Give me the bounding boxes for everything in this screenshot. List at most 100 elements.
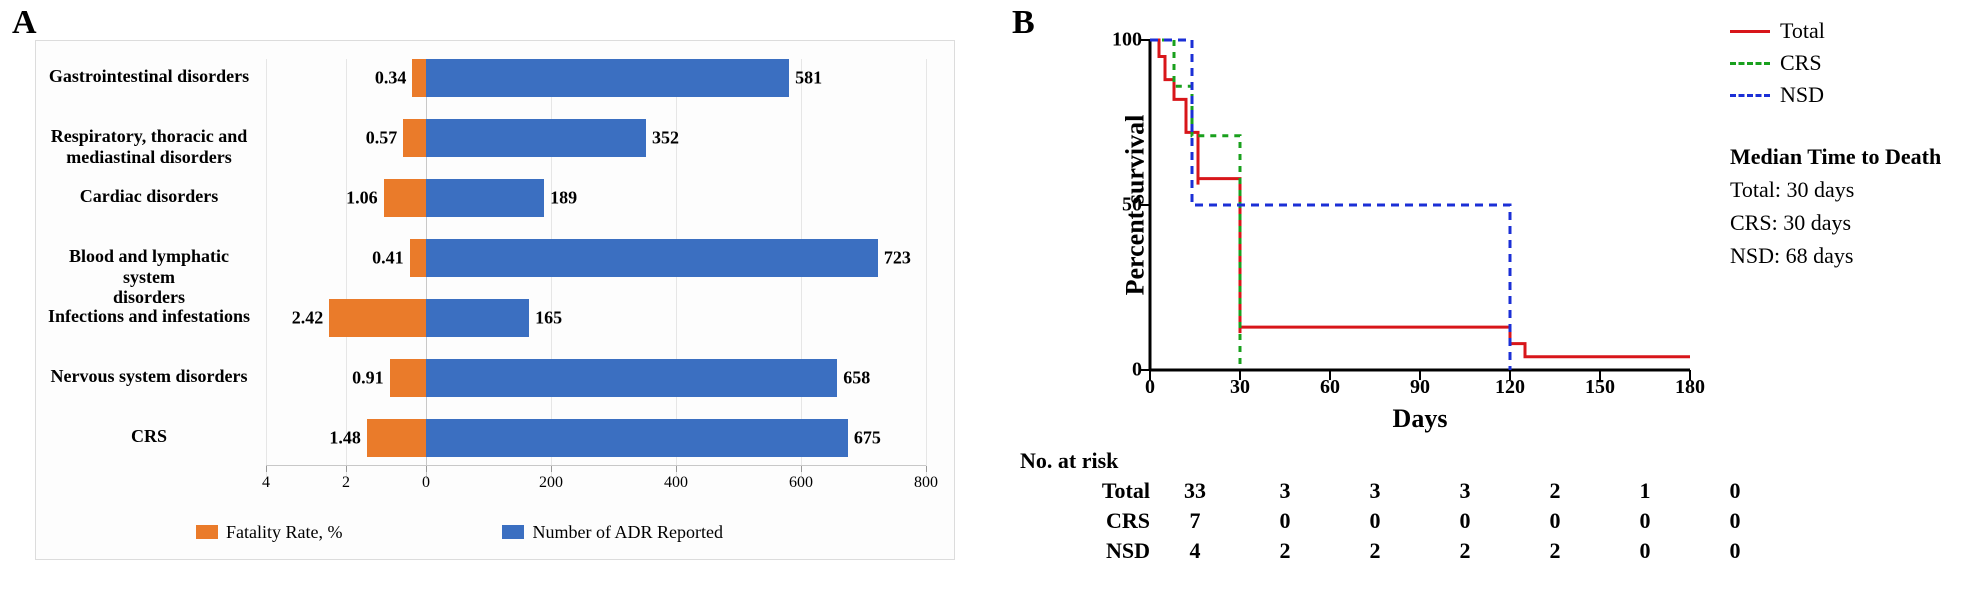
bar-row: 0.41 723 [266,239,926,277]
adr-value: 165 [529,308,562,329]
km-x-tick: 120 [1495,370,1525,399]
fatality-bar [410,239,426,277]
median-time-line-total: Total: 30 days [1730,173,1941,206]
risk-cell: 0 [1330,508,1420,534]
adr-bar [426,59,789,97]
panel-a-chart: 0.34 581 0.57352 1.06 189 0.41 723 2.42 165 0.91 6… [35,40,955,560]
fatality-value: 0.34 [375,68,413,89]
x-tick: 800 [914,466,938,492]
bar-row: 0.91 658 [266,359,926,397]
legend-swatch-fatality [196,525,218,539]
adr-value: 675 [848,428,881,449]
category-label: Blood and lymphatic systemdisorders [44,246,254,308]
adr-bar [426,299,529,337]
adr-value: 723 [878,248,911,269]
legend-row-crs: CRS [1730,50,1825,76]
x-tick: 400 [664,466,688,492]
risk-cell: 7 [1150,508,1240,534]
category-label: CRS [44,426,254,447]
legend-item-fatality: Fatality Rate, % [196,522,342,543]
bar-row: 1.06 189 [266,179,926,217]
panel-a: A 0.34 581 0.57352 1.06 189 0.41 723 2.42 165 0.9… [0,0,1000,602]
fatality-bar [390,359,426,397]
km-series-nsd [1150,40,1510,370]
risk-row-label: NSD [1020,538,1150,564]
legend-row-nsd: NSD [1730,82,1825,108]
risk-cell: 3 [1420,478,1510,504]
fatality-value: 1.48 [329,428,367,449]
km-x-tick: 90 [1410,370,1430,399]
panel-a-legend: Fatality Rate, % Number of ADR Reported [196,519,914,545]
fatality-bar [412,59,426,97]
adr-value: 352 [646,128,679,149]
fatality-value: 0.41 [372,248,410,269]
median-time-box: Median Time to Death Total: 30 days CRS:… [1730,140,1941,272]
category-label: Gastrointestinal disorders [44,66,254,87]
legend-text: Total [1780,18,1825,44]
risk-cell: 2 [1510,538,1600,564]
risk-cell: 0 [1690,478,1780,504]
risk-table: No. at risk Total33333210CRS7000000NSD42… [1020,448,1780,568]
risk-cell: 0 [1510,508,1600,534]
x-tick: 0 [422,466,430,492]
legend-text-fatality: Fatality Rate, % [226,522,342,543]
panel-a-x-axis: 024200400600800 [266,465,926,495]
bar-row: 0.34 581 [266,59,926,97]
legend-text: CRS [1780,50,1822,76]
legend-swatch-adr [502,525,524,539]
risk-table-header: No. at risk [1020,448,1780,474]
risk-cell: 1 [1600,478,1690,504]
diverging-bar-area: 0.34 581 0.57352 1.06 189 0.41 723 2.42 165 0.91 6… [266,59,926,479]
median-time-line-crs: CRS: 30 days [1730,206,1941,239]
risk-cell: 4 [1150,538,1240,564]
adr-value: 189 [544,188,577,209]
category-label: Cardiac disorders [44,186,254,207]
km-svg [1150,40,1690,370]
risk-row-label: Total [1020,478,1150,504]
km-plot: Percent survival Days 050100030609012015… [1150,40,1690,370]
risk-row-crs: CRS7000000 [1020,508,1780,538]
adr-bar [426,419,848,457]
category-label: Nervous system disorders [44,366,254,387]
category-label: Infections and infestations [44,306,254,327]
bar-row: 2.42 165 [266,299,926,337]
fatality-bar [367,419,426,457]
risk-cell: 0 [1600,538,1690,564]
median-time-line-nsd: NSD: 68 days [1730,239,1941,272]
risk-cell: 0 [1420,508,1510,534]
category-label: Respiratory, thoracic andmediastinal dis… [44,126,254,167]
fatality-bar [384,179,426,217]
legend-item-adr: Number of ADR Reported [502,522,722,543]
risk-row-total: Total33333210 [1020,478,1780,508]
panel-b-legend: Total CRS NSD [1730,18,1825,114]
km-x-tick: 150 [1585,370,1615,399]
adr-bar [426,359,837,397]
legend-text-adr: Number of ADR Reported [532,522,722,543]
adr-bar [426,179,544,217]
risk-cell: 2 [1510,478,1600,504]
fatality-value: 2.42 [292,308,330,329]
risk-row-nsd: NSD4222200 [1020,538,1780,568]
fatality-value: 1.06 [346,188,384,209]
risk-cell: 33 [1150,478,1240,504]
bar-row: 0.57352 [266,119,926,157]
km-x-tick: 60 [1320,370,1340,399]
bar-row: 1.48 675 [266,419,926,457]
km-y-tick: 100 [1112,29,1150,52]
adr-value: 581 [789,68,822,89]
risk-cell: 0 [1240,508,1330,534]
panel-a-label: A [12,4,37,42]
adr-value: 658 [837,368,870,389]
x-tick: 4 [262,466,270,492]
panel-b-label: B [1012,4,1035,42]
risk-cell: 2 [1330,538,1420,564]
risk-cell: 3 [1240,478,1330,504]
fatality-value: 0.91 [352,368,390,389]
fatality-bar [329,299,426,337]
km-x-axis-label: Days [1393,404,1448,434]
km-series-total [1150,40,1690,357]
km-y-tick: 50 [1122,194,1150,217]
legend-row-total: Total [1730,18,1825,44]
risk-cell: 2 [1420,538,1510,564]
x-tick: 600 [789,466,813,492]
